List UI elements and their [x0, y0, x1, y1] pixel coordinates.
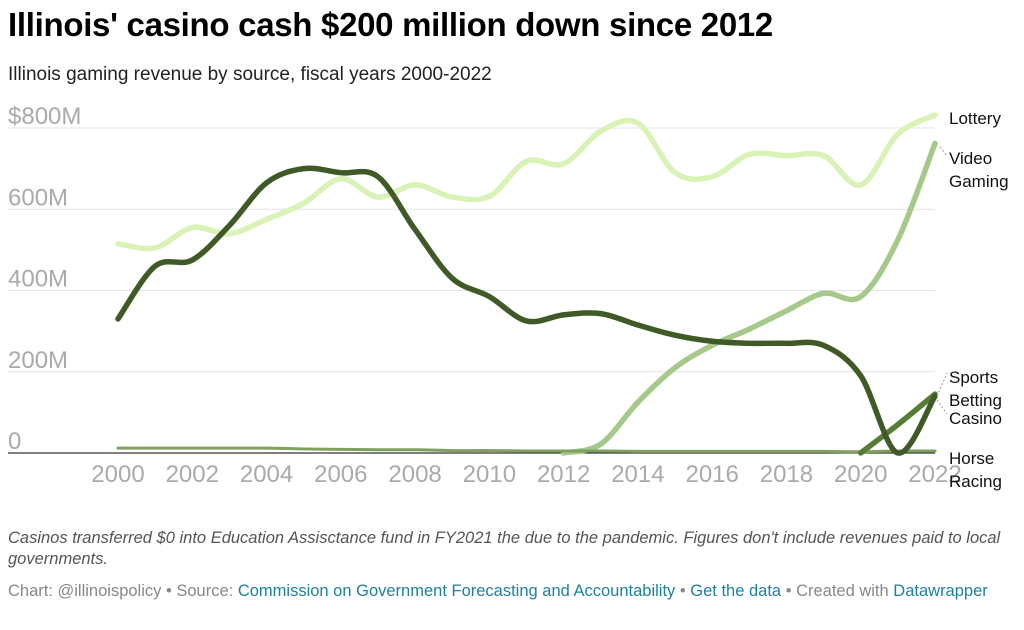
y-tick-label: 600M [8, 184, 68, 211]
source-link[interactable]: Commission on Government Forecasting and… [237, 582, 676, 600]
chart-notes: Casinos transferred $0 into Education As… [8, 529, 1001, 568]
x-tick-label: 2000 [91, 461, 144, 488]
label-leader-line [936, 399, 948, 415]
chart-footer: Chart: @illinoispolicy • Source: Commiss… [8, 581, 1013, 602]
series-lines [115, 112, 938, 456]
datawrapper-link[interactable]: Datawrapper [893, 582, 988, 600]
x-tick-label: 2022 [908, 461, 961, 488]
series-label-video-gaming: Video Gaming [949, 149, 1009, 191]
gridlines [8, 127, 935, 454]
label-leader-line [936, 372, 948, 397]
separator: • [679, 582, 686, 600]
series-label-sports-betting: Sports Betting [949, 368, 1002, 410]
series-line-lottery [115, 112, 938, 252]
series-label-casino: Casino [949, 409, 1002, 428]
y-tick-label: $800M [8, 103, 81, 130]
chart-subtitle: Illinois gaming revenue by source, fisca… [8, 64, 492, 85]
created-prefix: Created with [796, 582, 889, 600]
chart-title: Illinois' casino cash $200 million down … [8, 6, 773, 43]
x-tick-label: 2002 [166, 461, 219, 488]
x-tick-label: 2018 [760, 461, 813, 488]
x-tick-label: 2008 [388, 461, 441, 488]
x-tick-label: 2020 [834, 461, 887, 488]
x-tick-label: 2004 [240, 461, 293, 488]
series-line-video-gaming [560, 140, 938, 456]
series-label-horse-racing: Horse Racing [949, 449, 1002, 491]
x-tick-label: 2016 [685, 461, 738, 488]
series-label-lottery: Lottery [949, 109, 1001, 128]
chart-credit: Chart: @illinoispolicy [8, 582, 162, 600]
x-tick-label: 2006 [314, 461, 367, 488]
series-line-casino [115, 165, 938, 456]
x-tick-label: 2014 [611, 461, 664, 488]
y-tick-label: 400M [8, 266, 68, 293]
label-leader-line [939, 146, 948, 157]
get-data-link[interactable]: Get the data [690, 582, 782, 600]
y-tick-label: 0 [8, 428, 21, 455]
separator: • [785, 582, 792, 600]
y-axis-tick-labels: 0 200M 400M 600M $800M [8, 103, 81, 455]
y-tick-label: 200M [8, 347, 68, 374]
series-labels: Lottery Video Gaming Horse Racing Sports Betti… [936, 109, 1009, 491]
x-tick-label: 2010 [463, 461, 516, 488]
series-line-sports-betting [857, 391, 938, 456]
separator: • [165, 582, 172, 600]
source-prefix: Source: [176, 582, 234, 600]
series-line-horse-racing [116, 446, 937, 454]
x-tick-label: 2012 [537, 461, 590, 488]
x-axis-tick-labels: 2000 2002 2004 2006 2008 2010 2012 2014 2016 2018… [91, 461, 961, 488]
